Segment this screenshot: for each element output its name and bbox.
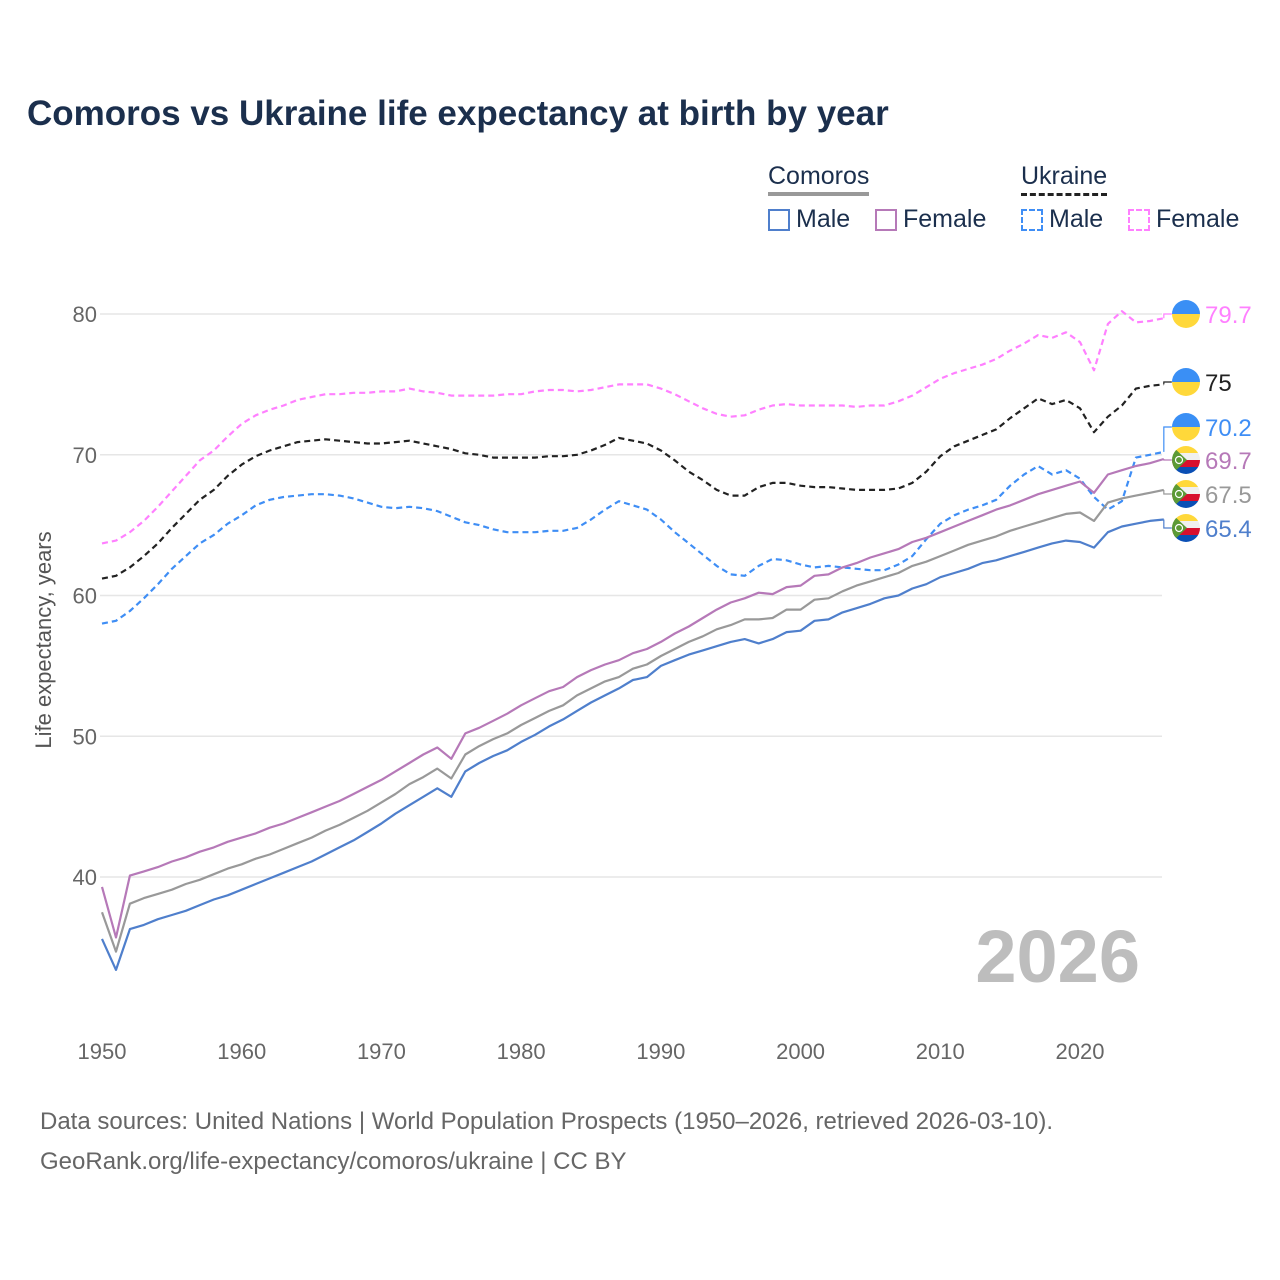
- x-tick-label: 1970: [357, 1039, 406, 1064]
- end-value-label: 79.7: [1205, 302, 1252, 329]
- comoros-flag-icon: [1172, 514, 1200, 542]
- legend-item-ukraine-female[interactable]: Female: [1128, 205, 1239, 234]
- legend-item-comoros-male[interactable]: Male: [768, 205, 850, 234]
- legend-label: Male: [1049, 205, 1104, 233]
- series-line-ukraine-female: [101, 310, 1165, 545]
- chart-title: Comoros vs Ukraine life expectancy at bi…: [27, 94, 889, 133]
- legend-group-label: Comoros: [768, 162, 870, 190]
- legend-label: Male: [796, 205, 851, 233]
- legend-swatch: [875, 208, 897, 231]
- series-line-comoros-male: [100, 518, 1164, 972]
- legend-group-underline: [1021, 193, 1108, 196]
- y-tick-label: 60: [73, 584, 97, 609]
- x-tick-label: 2020: [1056, 1039, 1105, 1064]
- end-label-leader: [1163, 519, 1172, 529]
- x-tick-label: 2010: [916, 1039, 965, 1064]
- x-tick-label: 1980: [497, 1039, 546, 1064]
- comoros-flag-icon: [1172, 480, 1200, 508]
- legend-group-underline: [768, 192, 870, 196]
- y-tick-label: 50: [73, 724, 97, 749]
- legend-label: Female: [1156, 205, 1240, 233]
- ukraine-flag-icon: [1172, 413, 1200, 441]
- legend-item-ukraine-male[interactable]: Male: [1021, 205, 1103, 234]
- y-axis-label: Life expectancy, years: [31, 531, 56, 748]
- legend-swatch: [1021, 208, 1043, 231]
- ukraine-flag-icon: [1172, 300, 1200, 328]
- y-tick-label: 80: [73, 302, 97, 327]
- ukraine-flag-icon: [1172, 368, 1200, 396]
- end-label-leader: [1163, 426, 1172, 452]
- legend-group-label: Ukraine: [1021, 162, 1108, 190]
- end-value-label: 67.5: [1205, 482, 1252, 509]
- legend-group-ukraine: Ukraine: [1021, 162, 1108, 196]
- legend-swatch: [768, 208, 790, 231]
- y-tick-label: 40: [73, 865, 97, 890]
- end-value-label: 75: [1205, 370, 1232, 397]
- footer-link[interactable]: GeoRank.org/life-expectancy/comoros/ukra…: [40, 1148, 627, 1175]
- end-value-label: 70.2: [1205, 415, 1252, 442]
- legend-item-comoros-female[interactable]: Female: [875, 205, 986, 234]
- series-line-comoros-total: [100, 488, 1165, 953]
- series-line-comoros-female: [100, 457, 1165, 939]
- footer-sources: Data sources: United Nations | World Pop…: [40, 1108, 1054, 1135]
- end-value-label: 69.7: [1205, 448, 1252, 475]
- x-tick-label: 2000: [776, 1039, 825, 1064]
- end-label-leader: [1163, 489, 1172, 495]
- end-value-label: 65.4: [1205, 516, 1252, 543]
- x-tick-label: 1950: [78, 1039, 127, 1064]
- x-tick-label: 1990: [636, 1039, 685, 1064]
- legend-label: Female: [903, 205, 987, 233]
- series-line-ukraine-male: [101, 450, 1165, 625]
- current-year-watermark: 2026: [975, 915, 1140, 998]
- y-tick-label: 70: [73, 443, 97, 468]
- series-line-ukraine-total: [101, 383, 1164, 580]
- legend-swatch: [1128, 208, 1150, 231]
- x-tick-label: 1960: [217, 1039, 266, 1064]
- legend-group-comoros: Comoros: [768, 162, 870, 196]
- end-label-leader: [1163, 381, 1172, 385]
- end-label-leader: [1163, 458, 1172, 461]
- end-label-leader: [1163, 313, 1172, 319]
- comoros-flag-icon: [1172, 446, 1200, 474]
